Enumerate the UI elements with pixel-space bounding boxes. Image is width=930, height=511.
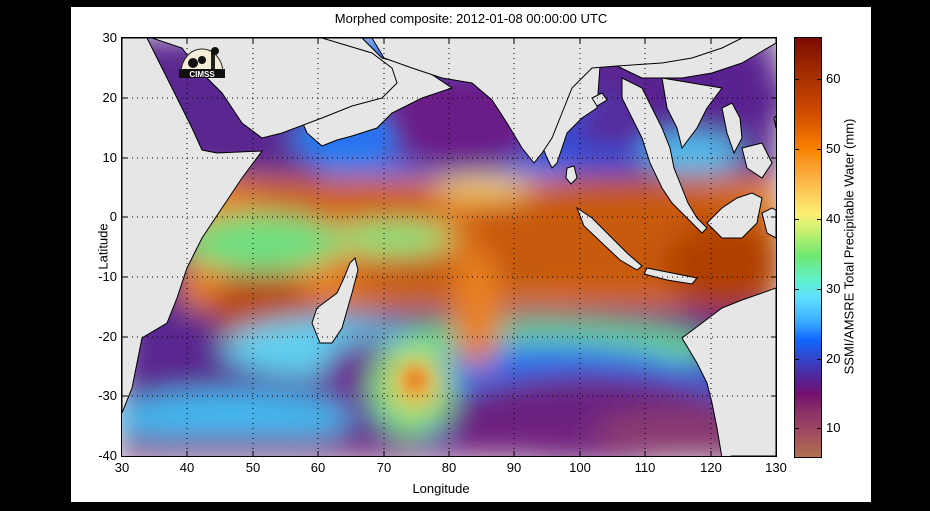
x-tick: 90 [506,460,522,475]
colorbar-tick: 50 [826,141,841,156]
colorbar-tick: 20 [826,351,841,366]
colorbar-tick: 60 [826,71,841,86]
y-tick: 30 [102,30,117,45]
x-axis-label: Longitude [412,481,470,496]
y-tick: 10 [102,150,117,165]
colorbar-tick-mark [795,79,799,80]
x-tick: 30 [114,460,130,475]
y-tick: 0 [109,209,117,224]
svg-text:CIMSS: CIMSS [189,70,215,79]
x-tick: 70 [376,460,392,475]
colorbar-tick: 40 [826,211,841,226]
y-tick: -40 [98,448,117,463]
y-tick: 20 [102,90,117,105]
colorbar-tick-mark [817,149,821,150]
x-tick: 110 [634,460,656,475]
y-tick: -20 [98,329,117,344]
colorbar-tick-mark [817,289,821,290]
map-canvas [122,38,776,456]
colorbar-tick-mark [795,289,799,290]
colorbar-tick: 30 [826,281,841,296]
colorbar-tick-mark [795,149,799,150]
y-tick: -30 [98,388,117,403]
colorbar-tick-mark [817,359,821,360]
x-tick: 40 [179,460,195,475]
colorbar-tick: 10 [826,420,841,435]
colorbar-label: SSMI/AMSRE Total Precipitable Water (mm) [841,118,857,375]
colorbar-tick-mark [817,428,821,429]
cimss-logo: CIMSS [177,43,227,81]
x-tick: 120 [700,460,722,475]
x-tick: 60 [310,460,326,475]
y-axis-label: Latitude [95,223,111,270]
x-tick: 130 [765,460,787,475]
x-tick: 50 [245,460,261,475]
x-tick: 80 [441,460,457,475]
y-tick: -10 [98,269,117,284]
tpw-map: CIMSS [121,37,777,457]
colorbar-tick-mark [795,428,799,429]
chart-title: Morphed composite: 2012-01-08 00:00:00 U… [334,11,608,26]
colorbar [794,37,822,458]
colorbar-tick-mark [795,359,799,360]
figure-panel: Morphed composite: 2012-01-08 00:00:00 U… [71,7,871,502]
x-tick: 100 [569,460,591,475]
colorbar-tick-mark [817,219,821,220]
colorbar-tick-mark [795,219,799,220]
colorbar-tick-mark [817,79,821,80]
